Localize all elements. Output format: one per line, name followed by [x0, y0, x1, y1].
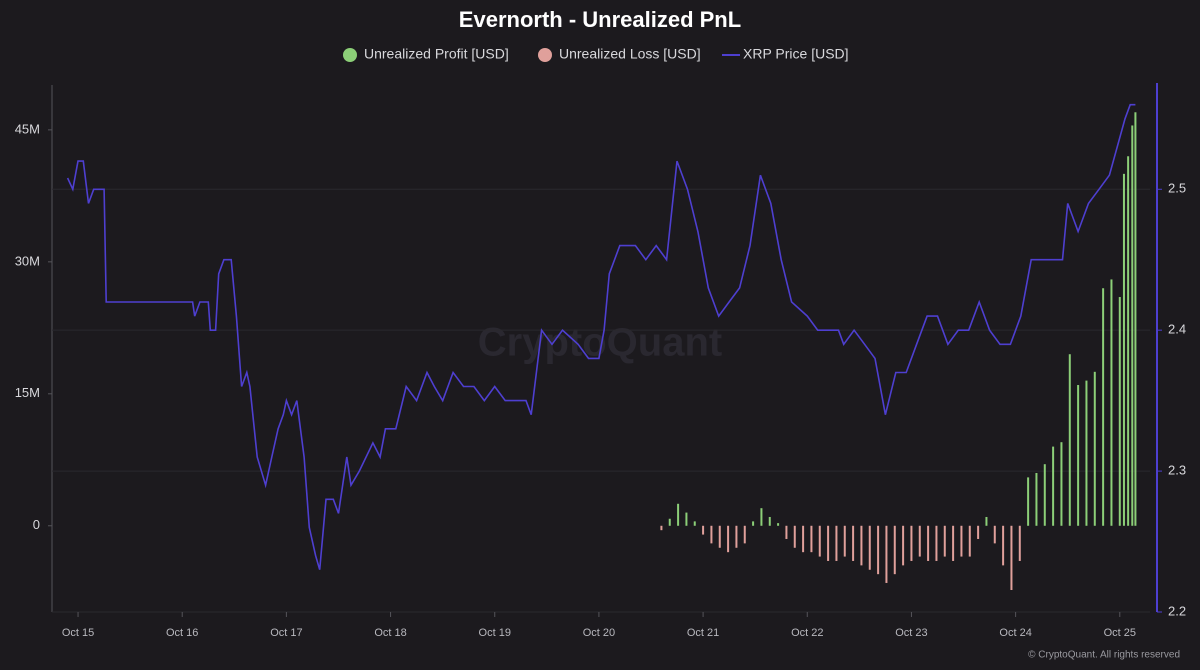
y2-tick-label: 2.4	[1168, 322, 1186, 337]
bar	[1077, 385, 1080, 526]
y2-tick-label: 2.2	[1168, 603, 1186, 618]
bar	[843, 525, 846, 557]
bar	[902, 525, 905, 566]
chart-title: Evernorth - Unrealized PnL	[459, 7, 741, 32]
bar	[868, 525, 871, 570]
y2-tick-label: 2.3	[1168, 463, 1186, 478]
x-tick-label: Oct 24	[999, 627, 1031, 639]
y-tick-label: 15M	[15, 385, 40, 400]
bar	[1052, 446, 1055, 526]
x-tick-label: Oct 19	[479, 627, 511, 639]
legend-label: Unrealized Loss [USD]	[559, 46, 701, 62]
bar	[702, 525, 705, 535]
x-tick-label: Oct 15	[62, 627, 94, 639]
bar	[818, 525, 821, 557]
bar	[793, 525, 796, 548]
bar	[993, 525, 996, 544]
y-tick-label: 45M	[15, 121, 40, 136]
bar	[1102, 288, 1105, 526]
y-tick-label: 30M	[15, 253, 40, 268]
bar	[910, 525, 913, 561]
bar	[1010, 525, 1013, 591]
bar	[943, 525, 946, 557]
bar	[810, 525, 813, 553]
bar	[968, 525, 971, 557]
bar	[677, 503, 680, 526]
bar	[1127, 156, 1130, 526]
bar	[852, 525, 855, 561]
x-tick-label: Oct 23	[895, 627, 927, 639]
bar	[893, 525, 896, 575]
bar	[727, 525, 730, 553]
bar	[1035, 472, 1038, 526]
bar	[768, 516, 771, 526]
bar	[1134, 112, 1137, 526]
bar	[985, 516, 988, 526]
bar	[885, 525, 888, 583]
legend-marker	[538, 48, 552, 62]
legend-marker	[343, 48, 357, 62]
bar	[693, 521, 696, 526]
bar	[935, 525, 938, 561]
bar	[802, 525, 805, 553]
x-tick-label: Oct 22	[791, 627, 823, 639]
bar	[1122, 173, 1125, 526]
bar	[685, 512, 688, 526]
legend-label: Unrealized Profit [USD]	[364, 46, 509, 62]
bar	[1093, 371, 1096, 526]
footer: © CryptoQuant. All rights reserved	[1028, 650, 1180, 661]
bar	[752, 521, 755, 526]
bar	[743, 525, 746, 544]
bar	[660, 525, 663, 531]
y-tick-label: 0	[33, 517, 40, 532]
y2-tick-label: 2.5	[1168, 181, 1186, 196]
bar	[1018, 525, 1021, 561]
x-tick-label: Oct 25	[1104, 627, 1136, 639]
bar	[835, 525, 838, 561]
x-tick-label: Oct 18	[374, 627, 406, 639]
x-tick-label: Oct 20	[583, 627, 615, 639]
bar	[718, 525, 721, 548]
bar	[785, 525, 788, 539]
bar	[1043, 464, 1046, 526]
price-line	[66, 103, 1136, 570]
bar	[1118, 297, 1121, 526]
bar	[1110, 279, 1113, 526]
bar	[952, 525, 955, 561]
bar	[1060, 442, 1063, 526]
bar	[860, 525, 863, 566]
bar	[710, 525, 713, 544]
bar	[977, 525, 980, 539]
bar	[777, 523, 780, 526]
bar	[877, 525, 880, 575]
bar	[1068, 354, 1071, 526]
bar	[1002, 525, 1005, 566]
bar	[760, 508, 763, 526]
bar	[1085, 380, 1088, 526]
legend-label: XRP Price [USD]	[743, 46, 849, 62]
x-tick-label: Oct 21	[687, 627, 719, 639]
bar	[827, 525, 830, 561]
bar	[1131, 125, 1134, 526]
watermark: CryptoQuant	[478, 321, 722, 365]
x-tick-label: Oct 17	[270, 627, 302, 639]
bar	[1027, 477, 1030, 526]
bar	[918, 525, 921, 557]
bar	[668, 518, 671, 526]
bar	[927, 525, 930, 561]
bar	[960, 525, 963, 557]
bar	[735, 525, 738, 548]
x-tick-label: Oct 16	[166, 627, 198, 639]
